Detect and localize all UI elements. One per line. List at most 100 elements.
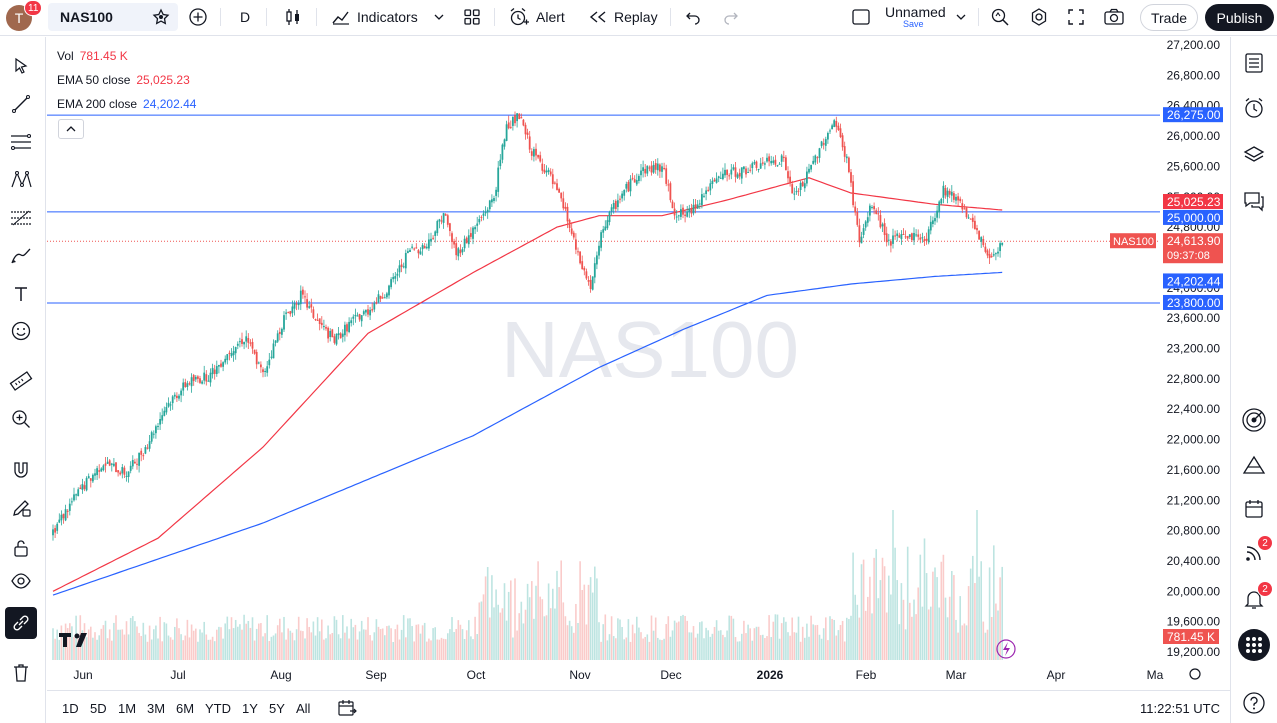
candle-body[interactable] xyxy=(642,167,644,171)
candle-body[interactable] xyxy=(371,309,374,311)
candle-body[interactable] xyxy=(484,211,487,214)
candle-body[interactable] xyxy=(75,494,77,496)
candle-body[interactable] xyxy=(824,139,827,146)
fib-retracement-icon[interactable] xyxy=(5,202,37,234)
candle-body[interactable] xyxy=(377,294,380,303)
candle-body[interactable] xyxy=(612,203,615,209)
candle-body[interactable] xyxy=(176,395,178,399)
candle-body[interactable] xyxy=(610,207,613,212)
candle-body[interactable] xyxy=(375,302,378,304)
interval-button[interactable]: D xyxy=(240,9,251,25)
candle-body[interactable] xyxy=(131,459,134,467)
candle-body[interactable] xyxy=(961,203,964,210)
candle-body[interactable] xyxy=(467,235,470,245)
candle-body[interactable] xyxy=(411,246,413,248)
candle-body[interactable] xyxy=(850,172,852,183)
candle-body[interactable] xyxy=(598,245,600,256)
ema200-legend[interactable]: EMA 200 close 24,202.44 xyxy=(57,97,196,111)
candle-body[interactable] xyxy=(780,155,783,162)
candle-body[interactable] xyxy=(360,315,363,322)
candle-body[interactable] xyxy=(501,144,504,160)
candle-body[interactable] xyxy=(591,276,594,290)
candle-body[interactable] xyxy=(530,151,533,156)
candle-body[interactable] xyxy=(772,160,775,163)
candle-body[interactable] xyxy=(209,372,212,383)
candle-body[interactable] xyxy=(104,463,107,466)
candle-body[interactable] xyxy=(274,340,277,343)
candle-body[interactable] xyxy=(316,319,319,321)
candle-body[interactable] xyxy=(478,218,481,223)
candle-body[interactable] xyxy=(545,170,548,173)
candle-body[interactable] xyxy=(680,209,682,217)
candle-body[interactable] xyxy=(96,468,98,476)
candle-body[interactable] xyxy=(407,251,409,254)
candle-body[interactable] xyxy=(373,303,376,310)
candle-body[interactable] xyxy=(971,217,974,222)
candle-body[interactable] xyxy=(409,249,411,253)
candle-body[interactable] xyxy=(879,214,882,228)
candle-body[interactable] xyxy=(820,141,823,147)
candle-body[interactable] xyxy=(121,467,124,474)
candle-body[interactable] xyxy=(222,362,224,367)
candle-body[interactable] xyxy=(423,246,426,249)
ema50-legend[interactable]: EMA 50 close 25,025.23 xyxy=(57,73,190,87)
candle-body[interactable] xyxy=(346,324,348,332)
candle-body[interactable] xyxy=(602,229,605,233)
candle-body[interactable] xyxy=(138,452,140,466)
range-5y[interactable]: 5Y xyxy=(269,701,285,716)
candle-body[interactable] xyxy=(803,183,806,189)
candle-body[interactable] xyxy=(839,128,842,137)
candle-body[interactable] xyxy=(873,206,875,210)
streams-icon[interactable] xyxy=(1238,537,1270,569)
candle-body[interactable] xyxy=(556,183,558,190)
candle-body[interactable] xyxy=(572,232,575,238)
candle-body[interactable] xyxy=(776,165,779,167)
candle-body[interactable] xyxy=(73,494,75,501)
candle-body[interactable] xyxy=(866,217,869,223)
candle-body[interactable] xyxy=(358,314,361,320)
candle-body[interactable] xyxy=(625,184,628,189)
candle-body[interactable] xyxy=(614,200,617,210)
candle-body[interactable] xyxy=(449,223,451,232)
candle-body[interactable] xyxy=(224,358,227,363)
calendar-icon[interactable] xyxy=(1238,493,1270,525)
candle-body[interactable] xyxy=(115,462,117,473)
candle-body[interactable] xyxy=(812,160,815,164)
candle-body[interactable] xyxy=(197,376,199,379)
candle-body[interactable] xyxy=(402,266,405,268)
chevron-down-icon[interactable] xyxy=(433,0,445,34)
candle-body[interactable] xyxy=(747,171,749,173)
candle-body[interactable] xyxy=(136,463,138,465)
candle-body[interactable] xyxy=(314,319,317,321)
candle-body[interactable] xyxy=(583,267,586,271)
candle-body[interactable] xyxy=(287,312,290,314)
candle-body[interactable] xyxy=(749,169,752,171)
candle-body[interactable] xyxy=(759,163,762,169)
range-ytd[interactable]: YTD xyxy=(205,701,231,716)
text-tool-icon[interactable] xyxy=(5,278,37,310)
candle-body[interactable] xyxy=(211,367,214,375)
candle-body[interactable] xyxy=(446,215,449,225)
candle-body[interactable] xyxy=(186,383,189,387)
candle-body[interactable] xyxy=(299,290,302,305)
candle-body[interactable] xyxy=(522,119,525,126)
candle-body[interactable] xyxy=(268,359,271,366)
layout-name[interactable]: Unnamed xyxy=(885,4,946,20)
candle-body[interactable] xyxy=(281,328,283,335)
candle-body[interactable] xyxy=(312,309,315,318)
candle-body[interactable] xyxy=(698,203,701,205)
candle-body[interactable] xyxy=(950,191,953,196)
candle-body[interactable] xyxy=(992,254,995,256)
candle-body[interactable] xyxy=(417,250,420,254)
range-5d[interactable]: 5D xyxy=(90,701,107,716)
candle-body[interactable] xyxy=(596,255,598,265)
candle-body[interactable] xyxy=(249,342,252,344)
candle-body[interactable] xyxy=(226,354,229,361)
candle-body[interactable] xyxy=(413,248,416,250)
candle-body[interactable] xyxy=(587,280,590,282)
candle-body[interactable] xyxy=(608,211,611,223)
candle-body[interactable] xyxy=(890,241,892,246)
candle-body[interactable] xyxy=(159,419,161,425)
candle-body[interactable] xyxy=(671,201,674,209)
settings-gear-icon[interactable] xyxy=(1029,0,1049,34)
